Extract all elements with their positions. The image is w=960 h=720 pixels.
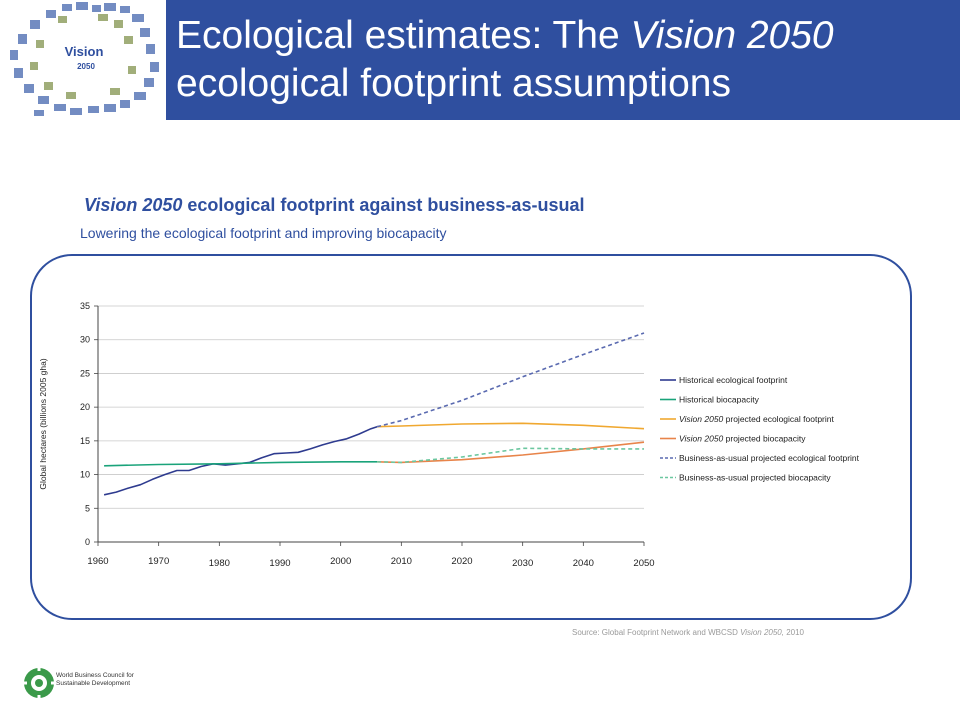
y-tick-label: 20 [80, 402, 90, 412]
x-tick-label: 1990 [269, 558, 290, 569]
title-band [166, 0, 960, 120]
chart-frame [30, 254, 912, 620]
y-tick-label: 25 [80, 368, 90, 378]
y-tick-label: 0 [85, 537, 90, 547]
source-suffix: 2010 [783, 628, 804, 637]
x-tick-label: 1980 [209, 558, 230, 569]
legend-label: Vision 2050 projected biocapacity [679, 434, 806, 444]
x-tick-label: 2040 [573, 558, 594, 569]
title-part-1: Ecological estimates: The [176, 14, 631, 57]
y-tick-label: 15 [80, 436, 90, 446]
source-note: Source: Global Footprint Network and WBC… [572, 628, 804, 637]
x-tick-label: 2020 [451, 556, 472, 567]
legend-label: Vision 2050 projected ecological footpri… [679, 414, 834, 424]
legend-label-text: Business-as-usual projected ecological f… [679, 453, 860, 463]
source-italic: Vision 2050, [740, 628, 784, 637]
legend-label-text: Historical biocapacity [679, 395, 760, 405]
legend-label: Business-as-usual projected biocapacity [679, 473, 831, 483]
chart-heading-italic: Vision 2050 [84, 195, 183, 215]
legend-label-italic: Vision 2050 [679, 434, 724, 444]
legend-label-text: projected biocapacity [723, 434, 806, 444]
wbcsd-name: World Business Council for Sustainable D… [56, 672, 166, 688]
series-line-4 [376, 332, 645, 428]
logo-text-year: 2050 [77, 62, 95, 71]
legend-label-italic: Vision 2050 [679, 414, 724, 424]
chart-heading: Vision 2050 ecological footprint against… [84, 195, 584, 216]
wbcsd-logo [22, 665, 162, 705]
y-tick-label: 35 [80, 301, 90, 311]
series-line-2 [377, 422, 645, 430]
series-line-5 [377, 447, 644, 464]
y-tick-label: 5 [85, 503, 90, 513]
wbcsd-line-2: Sustainable Development [56, 680, 131, 687]
legend-label: Historical ecological footprint [679, 375, 788, 385]
x-tick-label: 1960 [87, 556, 108, 567]
legend-label: Business-as-usual projected ecological f… [679, 453, 860, 463]
legend-label-text: Business-as-usual projected biocapacity [679, 473, 831, 483]
series-line-0 [103, 425, 378, 496]
source-prefix: Source: Global Footprint Network and WBC… [572, 628, 741, 637]
wbcsd-line-1: World Business Council for [56, 672, 134, 679]
chart-heading-rest: ecological footprint against business-as… [182, 195, 585, 215]
y-tick-label: 10 [80, 470, 90, 480]
title-italic: Vision 2050 [630, 14, 834, 57]
x-tick-label: 2010 [391, 556, 412, 567]
logo-text-vision: Vision [65, 44, 104, 59]
y-axis-label: Global hectares (billions 2005 gha) [38, 358, 48, 490]
title-part-2: ecological footprint assumptions [176, 62, 731, 105]
legend-label-text: projected ecological footprint [723, 414, 834, 424]
vision-2050-logo: Vision 2050 [0, 0, 164, 120]
y-tick-label: 30 [80, 335, 90, 345]
x-tick-label: 2030 [512, 558, 533, 569]
legend-label-text: Historical ecological footprint [679, 375, 788, 385]
x-tick-label: 2000 [330, 556, 351, 567]
series-line-1 [104, 460, 378, 467]
chart-subtitle: Lowering the ecological footprint and im… [80, 225, 447, 241]
slide-title: Ecological estimates: The Vision 2050 ec… [176, 12, 946, 108]
series-line-3 [377, 441, 645, 464]
x-tick-label: 2050 [633, 558, 654, 569]
wbcsd-emblem-icon [22, 666, 56, 700]
x-tick-label: 1970 [148, 556, 169, 567]
logo-mosaic: Vision 2050 [0, 0, 164, 120]
legend-label: Historical biocapacity [679, 395, 760, 405]
